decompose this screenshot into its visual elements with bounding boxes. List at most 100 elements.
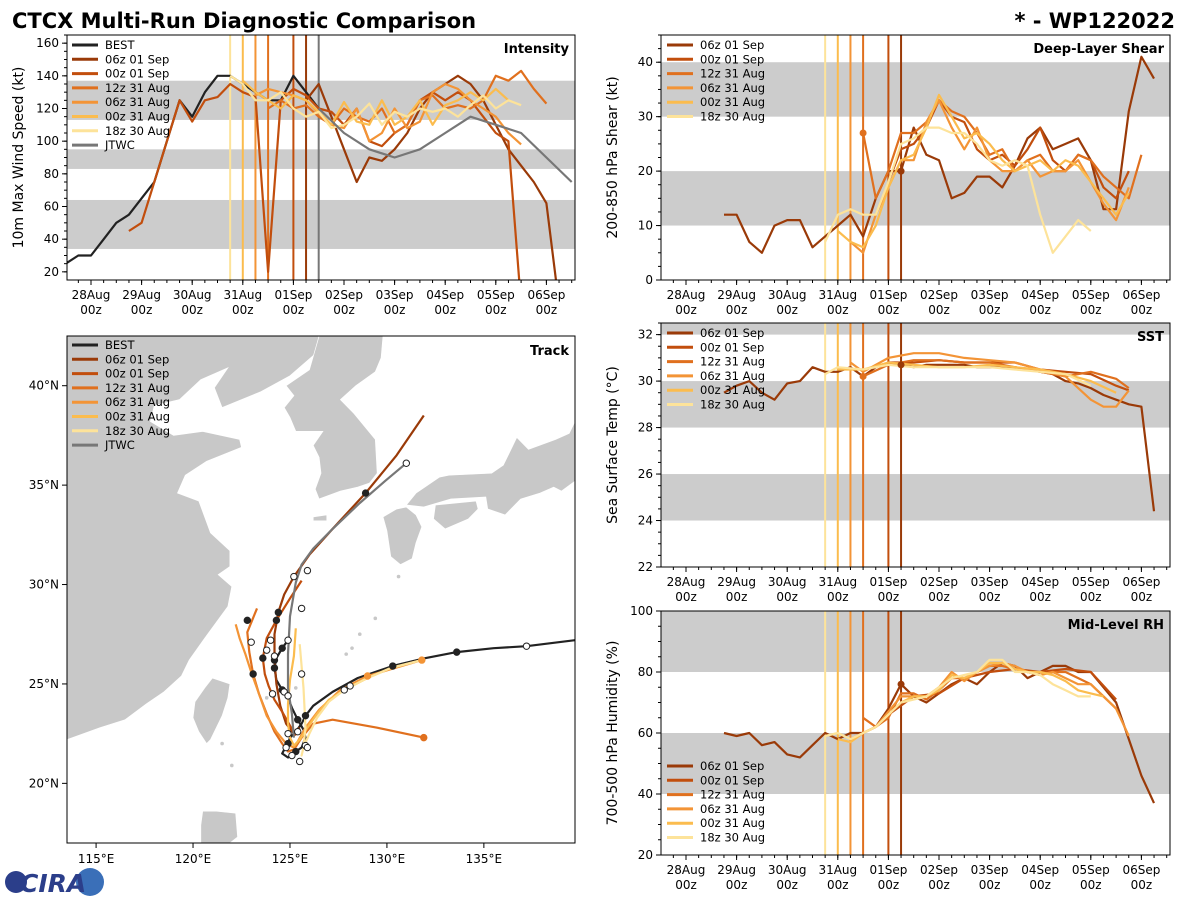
sst-marker-0 <box>897 361 905 369</box>
track-series-4 <box>234 624 423 749</box>
sst-xtick-sublabel-5: 00z <box>928 590 950 604</box>
shear-legend-label-4: 00z 31 Aug <box>700 95 765 109</box>
shear-xtick-label-2: 30Aug <box>768 288 807 302</box>
intensity-legend-label-7: JTWC <box>104 138 135 152</box>
sst-plot-area <box>661 323 1170 567</box>
intensity-ytick-label-3: 80 <box>44 167 59 181</box>
sst-panel: 22242628303228Aug00z29Aug00z30Aug00z31Au… <box>605 322 1171 604</box>
track-legend-label-3: 12z 31 Aug <box>105 381 170 395</box>
track-marker-3 <box>301 712 310 720</box>
intensity-ytick-label-4: 100 <box>36 134 59 148</box>
rh-series-1 <box>887 667 1117 716</box>
sst-ytick-label-1: 24 <box>638 514 653 528</box>
track-marker-23 <box>297 604 306 613</box>
rh-plot-area <box>661 611 1170 855</box>
rh-ytick-label-2: 60 <box>638 726 653 740</box>
rh-xtick-label-1: 29Aug <box>717 863 756 877</box>
rh-xtick-sublabel-4: 00z <box>878 878 900 892</box>
land-jeju <box>312 514 328 522</box>
intensity-ylabel: 10m Max Wind Speed (kt) <box>11 67 27 249</box>
rh-xtick-sublabel-0: 00z <box>675 878 697 892</box>
intensity-xtick-label-4: 01Sep <box>274 288 312 302</box>
shear-xtick-sublabel-8: 00z <box>1080 303 1102 317</box>
intensity-xtick-label-2: 30Aug <box>173 288 212 302</box>
track-marker-18 <box>418 656 426 664</box>
intensity-xtick-sublabel-9: 00z <box>536 303 558 317</box>
rh-xtick-sublabel-6: 00z <box>979 878 1001 892</box>
track-marker-40 <box>303 743 312 752</box>
shear-series-4 <box>837 93 1130 249</box>
track-marker-36 <box>282 743 290 752</box>
track-marker-32 <box>268 690 277 698</box>
track-legend-label-1: 06z 01 Sep <box>105 352 169 366</box>
intensity-xtick-label-7: 04Sep <box>426 288 464 302</box>
track-marker-34 <box>346 682 354 690</box>
sst-legend-label-5: 18z 30 Aug <box>700 398 765 412</box>
rh-ytick-label-3: 80 <box>638 665 653 679</box>
track-marker-31 <box>284 692 292 700</box>
land-korea <box>283 336 384 500</box>
track-legend-label-4: 06z 31 Aug <box>105 395 170 409</box>
track-marker-2 <box>389 662 397 670</box>
rh-xtick-sublabel-7: 00z <box>1029 878 1051 892</box>
track-ytick-label-3: 35°N <box>29 478 59 492</box>
rh-xtick-sublabel-9: 00z <box>1131 878 1153 892</box>
sst-ylabel: Sea Surface Temp (°C) <box>605 366 621 524</box>
land-taiwan <box>192 677 231 745</box>
track-marker-19 <box>363 672 372 680</box>
track-marker-20 <box>402 459 411 467</box>
track-plot-area <box>67 336 575 843</box>
rh-series-5 <box>824 658 1091 741</box>
intensity-ytick-label-5: 120 <box>36 102 59 116</box>
rh-ylabel: 700-500 hPa Humidity (%) <box>605 641 621 826</box>
intensity-xtick-sublabel-2: 00z <box>181 303 203 317</box>
shear-xtick-label-0: 28Aug <box>667 288 706 302</box>
rh-xtick-sublabel-5: 00z <box>928 878 950 892</box>
land-island-3 <box>373 616 378 621</box>
rh-band-0 <box>661 733 1170 794</box>
sst-xtick-label-4: 01Sep <box>869 575 907 589</box>
track-series-5 <box>286 628 423 747</box>
sst-band-0 <box>661 474 1170 521</box>
rh-legend-label-2: 12z 31 Aug <box>700 788 765 802</box>
sst-xtick-label-7: 04Sep <box>1021 575 1059 589</box>
intensity-xtick-label-9: 06Sep <box>527 288 565 302</box>
sst-xtick-sublabel-4: 00z <box>878 590 900 604</box>
rh-legend-label-3: 06z 31 Aug <box>700 802 765 816</box>
track-xtick-label-3: 130°E <box>369 852 406 866</box>
shear-band-0 <box>661 171 1170 226</box>
shear-band-1 <box>661 62 1170 117</box>
figure-title: CTCX Multi-Run Diagnostic Comparison <box>12 9 476 33</box>
sst-legend-label-1: 00z 01 Sep <box>700 340 764 354</box>
sst-xtick-sublabel-7: 00z <box>1029 590 1051 604</box>
shear-ytick-label-3: 30 <box>638 110 653 124</box>
intensity-xtick-sublabel-6: 00z <box>384 303 406 317</box>
rh-series-4 <box>837 661 1104 744</box>
shear-legend-label-1: 00z 01 Sep <box>700 52 764 66</box>
track-marker-28 <box>270 652 279 660</box>
land-island-7 <box>293 686 298 690</box>
intensity-xtick-sublabel-4: 00z <box>283 303 305 317</box>
shear-xtick-label-8: 05Sep <box>1072 288 1110 302</box>
track-marker-6 <box>294 716 302 724</box>
track-marker-41 <box>294 727 302 736</box>
track-marker-11 <box>274 608 283 617</box>
shear-xtick-label-7: 04Sep <box>1021 288 1059 302</box>
sst-series-0 <box>723 361 1156 512</box>
shear-xtick-label-3: 31Aug <box>818 288 857 302</box>
shear-xtick-sublabel-4: 00z <box>878 303 900 317</box>
land-island-6 <box>264 696 269 700</box>
sst-xtick-sublabel-6: 00z <box>979 590 1001 604</box>
track-marker-35 <box>284 729 292 738</box>
intensity-xtick-sublabel-8: 00z <box>485 303 507 317</box>
rh-xtick-label-0: 28Aug <box>667 863 706 877</box>
track-legend-label-2: 00z 01 Sep <box>105 367 169 381</box>
land-island-8 <box>220 741 224 746</box>
track-marker-39 <box>295 757 304 766</box>
land-honshu <box>405 421 575 516</box>
intensity-series-7 <box>317 107 573 183</box>
shear-ylabel: 200-850 hPa Shear (kt) <box>605 76 621 238</box>
sst-xtick-sublabel-8: 00z <box>1080 590 1102 604</box>
sst-legend-label-0: 06z 01 Sep <box>700 326 764 340</box>
land-island-9 <box>230 763 234 768</box>
